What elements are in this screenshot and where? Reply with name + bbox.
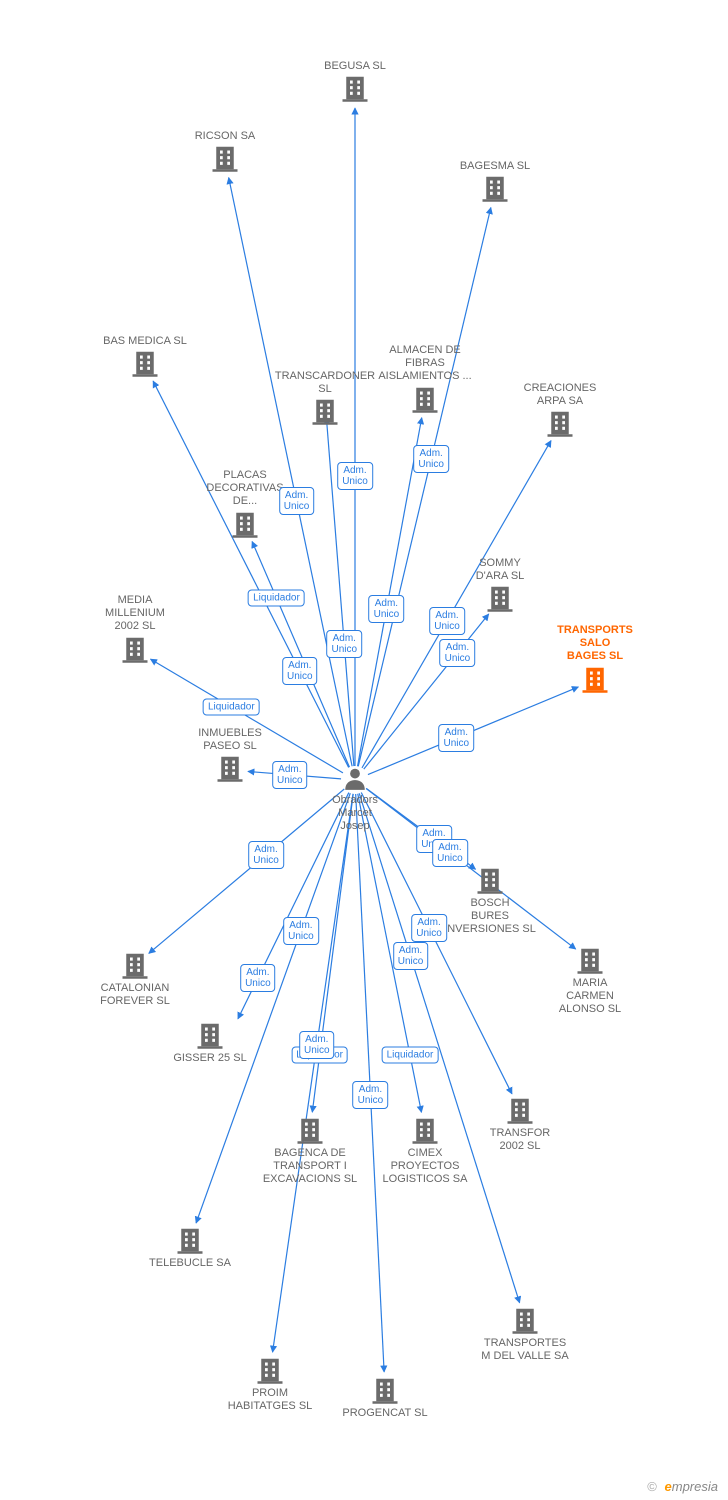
company-node[interactable]: BAGENCA DE TRANSPORT I EXCAVACIONS SL [255,1115,365,1187]
edge-role-label: Adm. Unico [440,639,476,667]
edge-role-label: Liquidador [203,698,260,715]
center-node-label: Obradors Marcet Josep [315,794,395,834]
edge-role-label: Adm. Unico [429,607,465,635]
company-node[interactable]: BAS MEDICA SL [90,333,200,378]
company-node-label: CIMEX PROYECTOS LOGISTICOS SA [370,1147,480,1187]
edge-role-label: Adm. Unico [337,462,373,490]
company-node-label: INMUEBLES PASEO SL [175,727,285,753]
company-node-label: BAGENCA DE TRANSPORT I EXCAVACIONS SL [255,1147,365,1187]
edge-role-label: Adm. Unico [393,942,429,970]
company-node[interactable]: ALMACEN DE FIBRAS AISLAMIENTOS ... [370,342,480,414]
company-node-label: TRANSPORTES M DEL VALLE SA [470,1337,580,1363]
footer-brand: © empresia [647,1479,718,1494]
company-node-label: TRANSCARDONER SL [270,370,380,396]
brand-first-letter: e [665,1479,672,1494]
building-icon [480,173,510,203]
company-node[interactable]: TRANSPORTES M DEL VALLE SA [470,1305,580,1363]
center-person-node[interactable]: Obradors Marcet Josep [315,766,395,834]
company-node[interactable]: RICSON SA [170,128,280,173]
company-node[interactable]: GISSER 25 SL [165,1020,255,1065]
edge-line [358,208,491,767]
company-node-label: SOMMY D'ARA SL [445,557,555,583]
building-icon [295,1115,325,1145]
edge-role-label: Adm. Unico [240,964,276,992]
edge-role-label: Adm. Unico [353,1081,389,1109]
edge-role-label: Adm. Unico [283,917,319,945]
company-node[interactable]: CATALONIAN FOREVER SL [80,950,190,1008]
edge-role-label: Adm. Unico [369,595,405,623]
building-icon [580,664,610,694]
edge-role-label: Adm. Unico [279,487,315,515]
building-icon [130,348,160,378]
company-node-label: BOSCH BURES INVERSIONES SL [435,897,545,937]
company-node[interactable]: CREACIONES ARPA SA [505,380,615,438]
company-node[interactable]: MEDIA MILLENIUM 2002 SL [80,592,190,664]
company-node-label: GISSER 25 SL [165,1052,255,1065]
company-node-label: TRANSFOR 2002 SL [465,1127,575,1153]
company-node-label: RICSON SA [170,130,280,143]
company-node[interactable]: BOSCH BURES INVERSIONES SL [435,865,545,937]
company-node-label: CREACIONES ARPA SA [505,382,615,408]
copyright-symbol: © [647,1479,657,1494]
building-icon [510,1305,540,1335]
edge-role-label: Adm. Unico [432,839,468,867]
company-node-label: MARIA CARMEN ALONSO SL [535,977,645,1017]
edge-line [273,794,353,1352]
edge-role-label: Liquidador [248,589,305,606]
edge-role-label: Adm. Unico [413,445,449,473]
company-node[interactable]: PROGENCAT SL [330,1375,440,1420]
building-icon [175,1225,205,1255]
building-icon [120,634,150,664]
building-icon [210,143,240,173]
company-node[interactable]: BEGUSA SL [300,58,410,103]
company-node[interactable]: PROIM HABITATGES SL [215,1355,325,1413]
company-node-label: ALMACEN DE FIBRAS AISLAMIENTOS ... [370,344,480,384]
building-icon [195,1020,225,1050]
company-node[interactable]: TRANSPORTS SALO BAGES SL [540,622,650,694]
person-icon [342,766,368,792]
building-icon [410,1115,440,1145]
edge-role-label: Adm. Unico [326,630,362,658]
company-node-label: TELEBUCLE SA [135,1257,245,1270]
building-icon [340,73,370,103]
building-icon [230,509,260,539]
building-icon [310,396,340,426]
company-node[interactable]: TRANSCARDONER SL [270,368,380,426]
company-node[interactable]: CIMEX PROYECTOS LOGISTICOS SA [370,1115,480,1187]
building-icon [545,408,575,438]
building-icon [505,1095,535,1125]
company-node-label: CATALONIAN FOREVER SL [80,982,190,1008]
building-icon [255,1355,285,1385]
building-icon [485,583,515,613]
company-node[interactable]: INMUEBLES PASEO SL [175,725,285,783]
edge-role-label: Liquidador [382,1046,439,1063]
edge-role-label: Adm. Unico [272,761,308,789]
edge-role-label: Adm. Unico [439,724,475,752]
company-node[interactable]: SOMMY D'ARA SL [445,555,555,613]
company-node-label: BAS MEDICA SL [90,335,200,348]
building-icon [215,753,245,783]
company-node-label: TRANSPORTS SALO BAGES SL [540,624,650,664]
company-node-label: PROGENCAT SL [330,1407,440,1420]
network-edges [0,0,728,1500]
building-icon [370,1375,400,1405]
edge-role-label: Adm. Unico [282,657,318,685]
edge-role-label: Adm. Unico [248,841,284,869]
brand-rest: mpresia [672,1479,718,1494]
company-node-label: BAGESMA SL [440,160,550,173]
edge-line [312,794,353,1112]
company-node-label: BEGUSA SL [300,60,410,73]
building-icon [575,945,605,975]
company-node-label: PROIM HABITATGES SL [215,1387,325,1413]
edge-role-label: Adm. Unico [411,914,447,942]
edge-role-label: Adm. Unico [299,1031,335,1059]
company-node[interactable]: MARIA CARMEN ALONSO SL [535,945,645,1017]
building-icon [410,384,440,414]
company-node[interactable]: TRANSFOR 2002 SL [465,1095,575,1153]
company-node[interactable]: TELEBUCLE SA [135,1225,245,1270]
building-icon [120,950,150,980]
company-node[interactable]: BAGESMA SL [440,158,550,203]
building-icon [475,865,505,895]
company-node-label: MEDIA MILLENIUM 2002 SL [80,594,190,634]
